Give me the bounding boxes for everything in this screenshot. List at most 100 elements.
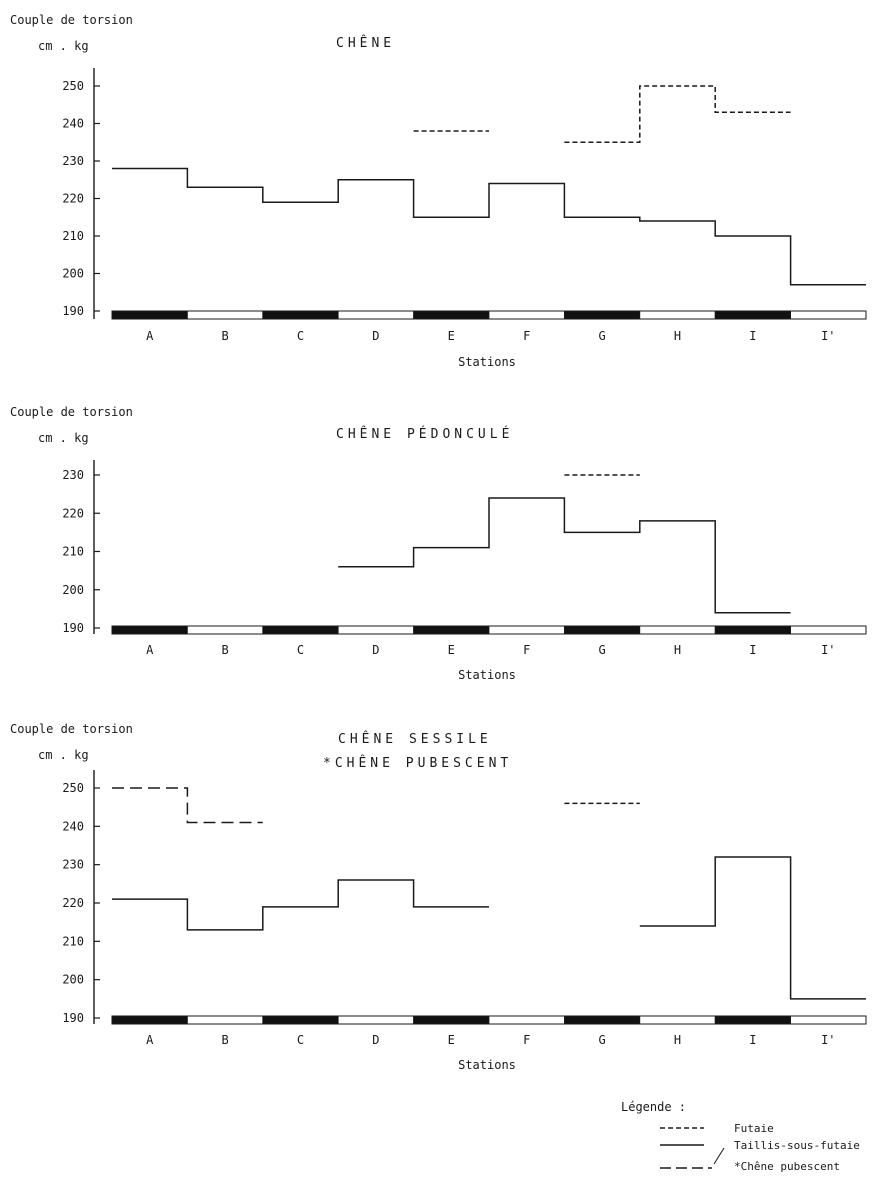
chart-panel-chene: Couple de torsion cm . kg CHÊNE Stations… xyxy=(10,13,867,369)
series-taillis-sous-futaie xyxy=(338,497,791,614)
y-tick-label: 250 xyxy=(62,781,84,795)
y-tick-label: 210 xyxy=(62,545,84,559)
y-axis-title: Couple de torsion xyxy=(10,722,133,736)
x-tick-label: E xyxy=(448,643,455,657)
station-band-segment xyxy=(337,625,415,635)
x-tick-label: G xyxy=(598,643,605,657)
y-axis-unit: cm . kg xyxy=(38,748,89,762)
y-tick-label: 200 xyxy=(62,583,84,597)
legend-label-futaie: Futaie xyxy=(734,1122,774,1135)
station-band-segment xyxy=(564,625,641,635)
chart-title: CHÊNE PÉDONCULÉ xyxy=(336,426,513,442)
x-tick-label: E xyxy=(448,329,455,343)
x-tick-label: D xyxy=(372,329,379,343)
x-tick-label: H xyxy=(674,643,681,657)
x-tick-label: B xyxy=(221,329,228,343)
series-line xyxy=(112,787,263,824)
y-axis-title: Couple de torsion xyxy=(10,405,133,419)
series-taillis-sous-futaie xyxy=(112,167,866,286)
y-axis-unit: cm . kg xyxy=(38,431,89,445)
station-band-segment xyxy=(111,625,188,635)
x-tick-label: B xyxy=(221,1033,228,1047)
x-tick-label: C xyxy=(297,643,304,657)
x-tick-label: C xyxy=(297,329,304,343)
x-tick-label: E xyxy=(448,1033,455,1047)
x-axis-title: Stations xyxy=(458,355,516,369)
series-futaie xyxy=(413,85,791,143)
station-band-outline xyxy=(111,625,867,635)
station-band-outline xyxy=(111,310,867,320)
chart-title-line-1: CHÊNE SESSILE xyxy=(338,731,492,747)
y-tick-label: 200 xyxy=(62,267,84,281)
station-band-segment xyxy=(488,1015,565,1025)
station-band-segment xyxy=(262,310,339,320)
station-band-segment xyxy=(639,1015,716,1025)
x-tick-label: I xyxy=(749,329,756,343)
x-tick-label: G xyxy=(598,329,605,343)
y-tick-label: 220 xyxy=(62,192,84,206)
x-tick-label: I xyxy=(749,643,756,657)
x-tick-label: F xyxy=(523,1033,530,1047)
x-tick-label: I' xyxy=(821,1033,835,1047)
station-band-segment xyxy=(186,310,264,320)
y-tick-label: 250 xyxy=(62,79,84,93)
x-tick-label: A xyxy=(146,1033,154,1047)
legend: Légende : Futaie Taillis-sous-futaie *Ch… xyxy=(621,1100,860,1173)
y-tick-label: 240 xyxy=(62,819,84,833)
legend-label-pubescent: *Chêne pubescent xyxy=(734,1160,840,1173)
x-tick-label: I' xyxy=(821,329,835,343)
station-band-segment xyxy=(186,625,264,635)
station-band-segment xyxy=(790,1015,867,1025)
y-tick-label: 190 xyxy=(62,304,84,318)
x-tick-label: F xyxy=(523,329,530,343)
x-tick-label: F xyxy=(523,643,530,657)
x-tick-label: D xyxy=(372,643,379,657)
y-tick-label: 200 xyxy=(62,973,84,987)
station-band-segment xyxy=(337,1015,415,1025)
station-band-segment xyxy=(714,310,792,320)
station-band-segment xyxy=(413,1015,490,1025)
y-tick-label: 190 xyxy=(62,621,84,635)
station-band-segment xyxy=(639,310,716,320)
y-axis-unit: cm . kg xyxy=(38,39,89,53)
station-band-segment xyxy=(564,310,641,320)
station-band-segment xyxy=(111,1015,188,1025)
station-band-segment xyxy=(564,1015,641,1025)
x-tick-label: B xyxy=(221,643,228,657)
x-tick-label: C xyxy=(297,1033,304,1047)
series-line xyxy=(564,85,791,143)
station-band-segment xyxy=(639,625,716,635)
y-tick-label: 230 xyxy=(62,468,84,482)
y-tick-label: 230 xyxy=(62,154,84,168)
x-tick-label: H xyxy=(674,329,681,343)
chart-title-line-2: *CHÊNE PUBESCENT xyxy=(323,755,512,771)
x-tick-label: A xyxy=(146,643,154,657)
y-tick-label: 230 xyxy=(62,858,84,872)
station-band-segment xyxy=(790,625,867,635)
series-taillis-sous-futaie xyxy=(112,856,866,1000)
y-tick-label: 190 xyxy=(62,1011,84,1025)
x-tick-label: D xyxy=(372,1033,379,1047)
series-line xyxy=(112,167,866,286)
x-axis-title: Stations xyxy=(458,1058,516,1072)
station-band-segment xyxy=(413,625,490,635)
x-axis-title: Stations xyxy=(458,668,516,682)
y-tick-label: 210 xyxy=(62,934,84,948)
station-band-segment xyxy=(488,625,565,635)
series-line xyxy=(639,856,866,1000)
station-band-segment xyxy=(186,1015,264,1025)
legend-label-taillis: Taillis-sous-futaie xyxy=(734,1139,860,1152)
station-band-segment xyxy=(714,1015,792,1025)
y-tick-label: 240 xyxy=(62,117,84,131)
x-tick-label: G xyxy=(598,1033,605,1047)
series-ch-ne-pubescent xyxy=(112,787,263,824)
y-tick-label: 210 xyxy=(62,229,84,243)
station-band-segment xyxy=(790,310,867,320)
station-band-segment xyxy=(413,310,490,320)
series-line xyxy=(112,879,489,931)
chart-panel-chene-sessile-pubescent: Couple de torsion cm . kg CHÊNE SESSILE … xyxy=(10,722,867,1072)
y-tick-label: 220 xyxy=(62,506,84,520)
station-band-outline xyxy=(111,1015,867,1025)
station-band-segment xyxy=(714,625,792,635)
